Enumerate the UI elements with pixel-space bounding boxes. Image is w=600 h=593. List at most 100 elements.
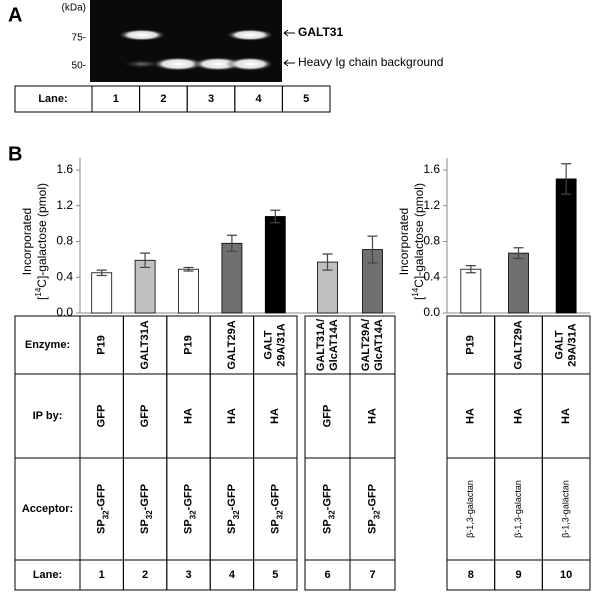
band [226,57,274,71]
acceptor: β-1,3-galactan [513,480,523,538]
acceptor: β-1,3-galactan [561,480,571,538]
y-tick-label: 0.4 [423,269,440,283]
y-label-part: C]-galactose (pmol) [412,183,426,288]
acceptor-sub: 32 [101,510,110,519]
row-header: Enzyme: [25,339,70,351]
y-label-part: [ [35,296,49,300]
error-bar [465,265,476,274]
acceptor-sub: 32 [275,510,284,519]
enzyme: GALT [263,330,275,359]
acceptor-part: SP [182,519,194,534]
enzyme: GALT [554,330,566,359]
lane-label: 4 [256,93,263,105]
ip-by: GFP [96,405,108,428]
marker: 50- [72,61,86,72]
acceptor-part: SP [366,519,378,534]
enzyme: GALT29A [512,320,524,369]
error-bar [561,163,572,195]
bar [555,178,577,314]
lane-label: 4 [229,569,236,581]
lane-label: 8 [468,569,474,581]
row-header: Lane: [33,569,62,581]
y-tick-label: 0.4 [56,269,73,283]
band-label: GALT31 [298,25,343,39]
y-tick-label: 0.8 [423,234,440,248]
y-label-part: [ [412,296,426,300]
enzyme: 29A/31A [276,323,288,366]
bar [134,259,156,314]
error-bar [513,247,524,260]
y-axis-label: [14C]-galactose (pmol) [411,183,427,300]
band [118,29,166,41]
band-label: Heavy Ig chain background [298,55,443,69]
marker: 75- [72,33,86,44]
error-bar [140,252,151,269]
ip-by: HA [465,408,477,424]
bar [508,252,529,314]
lane-label: 2 [142,569,148,581]
enzyme: P19 [182,335,194,355]
ip-by: GFP [321,405,333,428]
acceptor: SP32-GFP [96,484,111,534]
y-axis-label: [14C]-galactose (pmol) [34,183,50,300]
error-bar [226,234,237,252]
panel-label: B [8,143,22,165]
y-axis-label: Incorporated [397,208,411,275]
acceptor: SP32-GFP [226,484,241,534]
ip-by: GFP [139,405,151,428]
enzyme: GlcAT14A [328,319,340,371]
acceptor: β-1,3-galactan [465,480,475,538]
y-tick-label: 0.0 [56,305,73,319]
y-axis-label: Incorporated [20,208,34,275]
acceptor-part: -GFP [366,484,378,510]
acceptor-part: SP [269,519,281,534]
y-label-sup: 14 [411,287,420,296]
error-bar [322,253,333,271]
acceptor-sub: 32 [145,510,154,519]
error-bar [183,266,194,272]
row-header: IP by: [33,410,63,422]
acceptor: SP32-GFP [269,484,284,534]
enzyme: P19 [465,335,477,355]
table-cell [349,559,396,591]
band [120,59,164,69]
enzyme: GALT31A [139,320,151,369]
enzyme: GlcAT14A [373,319,385,371]
bar [91,272,113,314]
lane-label: 10 [560,569,572,581]
acceptor-sub: 32 [372,510,381,519]
acceptor: SP32-GFP [321,484,336,534]
lane-label: 1 [113,93,119,105]
panel-label: A [8,4,22,26]
unit: (kDa) [62,3,86,14]
y-tick-label: 1.6 [56,162,73,176]
enzyme: GALT31A/ [315,319,327,371]
acceptor: SP32-GFP [366,484,381,534]
y-tick-label: 1.2 [423,198,440,212]
ip-by: HA [182,408,194,424]
lane-label: 7 [369,569,375,581]
acceptor-part: SP [226,519,238,534]
ip-by: HA [560,408,572,424]
ip-by: HA [512,408,524,424]
bar [178,268,199,314]
acceptor-sub: 32 [327,510,336,519]
y-tick-label: 0.8 [56,234,73,248]
enzyme: P19 [96,335,108,355]
bar [264,216,286,314]
error-bar [367,235,378,264]
ip-by: HA [366,408,378,424]
lane-label: 3 [185,569,191,581]
lane-label: 6 [324,569,330,581]
lane-label: 1 [99,569,105,581]
acceptor-part: -GFP [139,484,151,510]
enzyme: GALT29A [226,320,238,369]
acceptor-part: SP [96,519,108,534]
band [226,29,274,41]
error-bar [96,269,107,277]
acceptor-part: -GFP [182,484,194,510]
y-tick-label: 1.6 [423,162,440,176]
lane-label: 9 [515,569,521,581]
table-cell [281,85,331,113]
